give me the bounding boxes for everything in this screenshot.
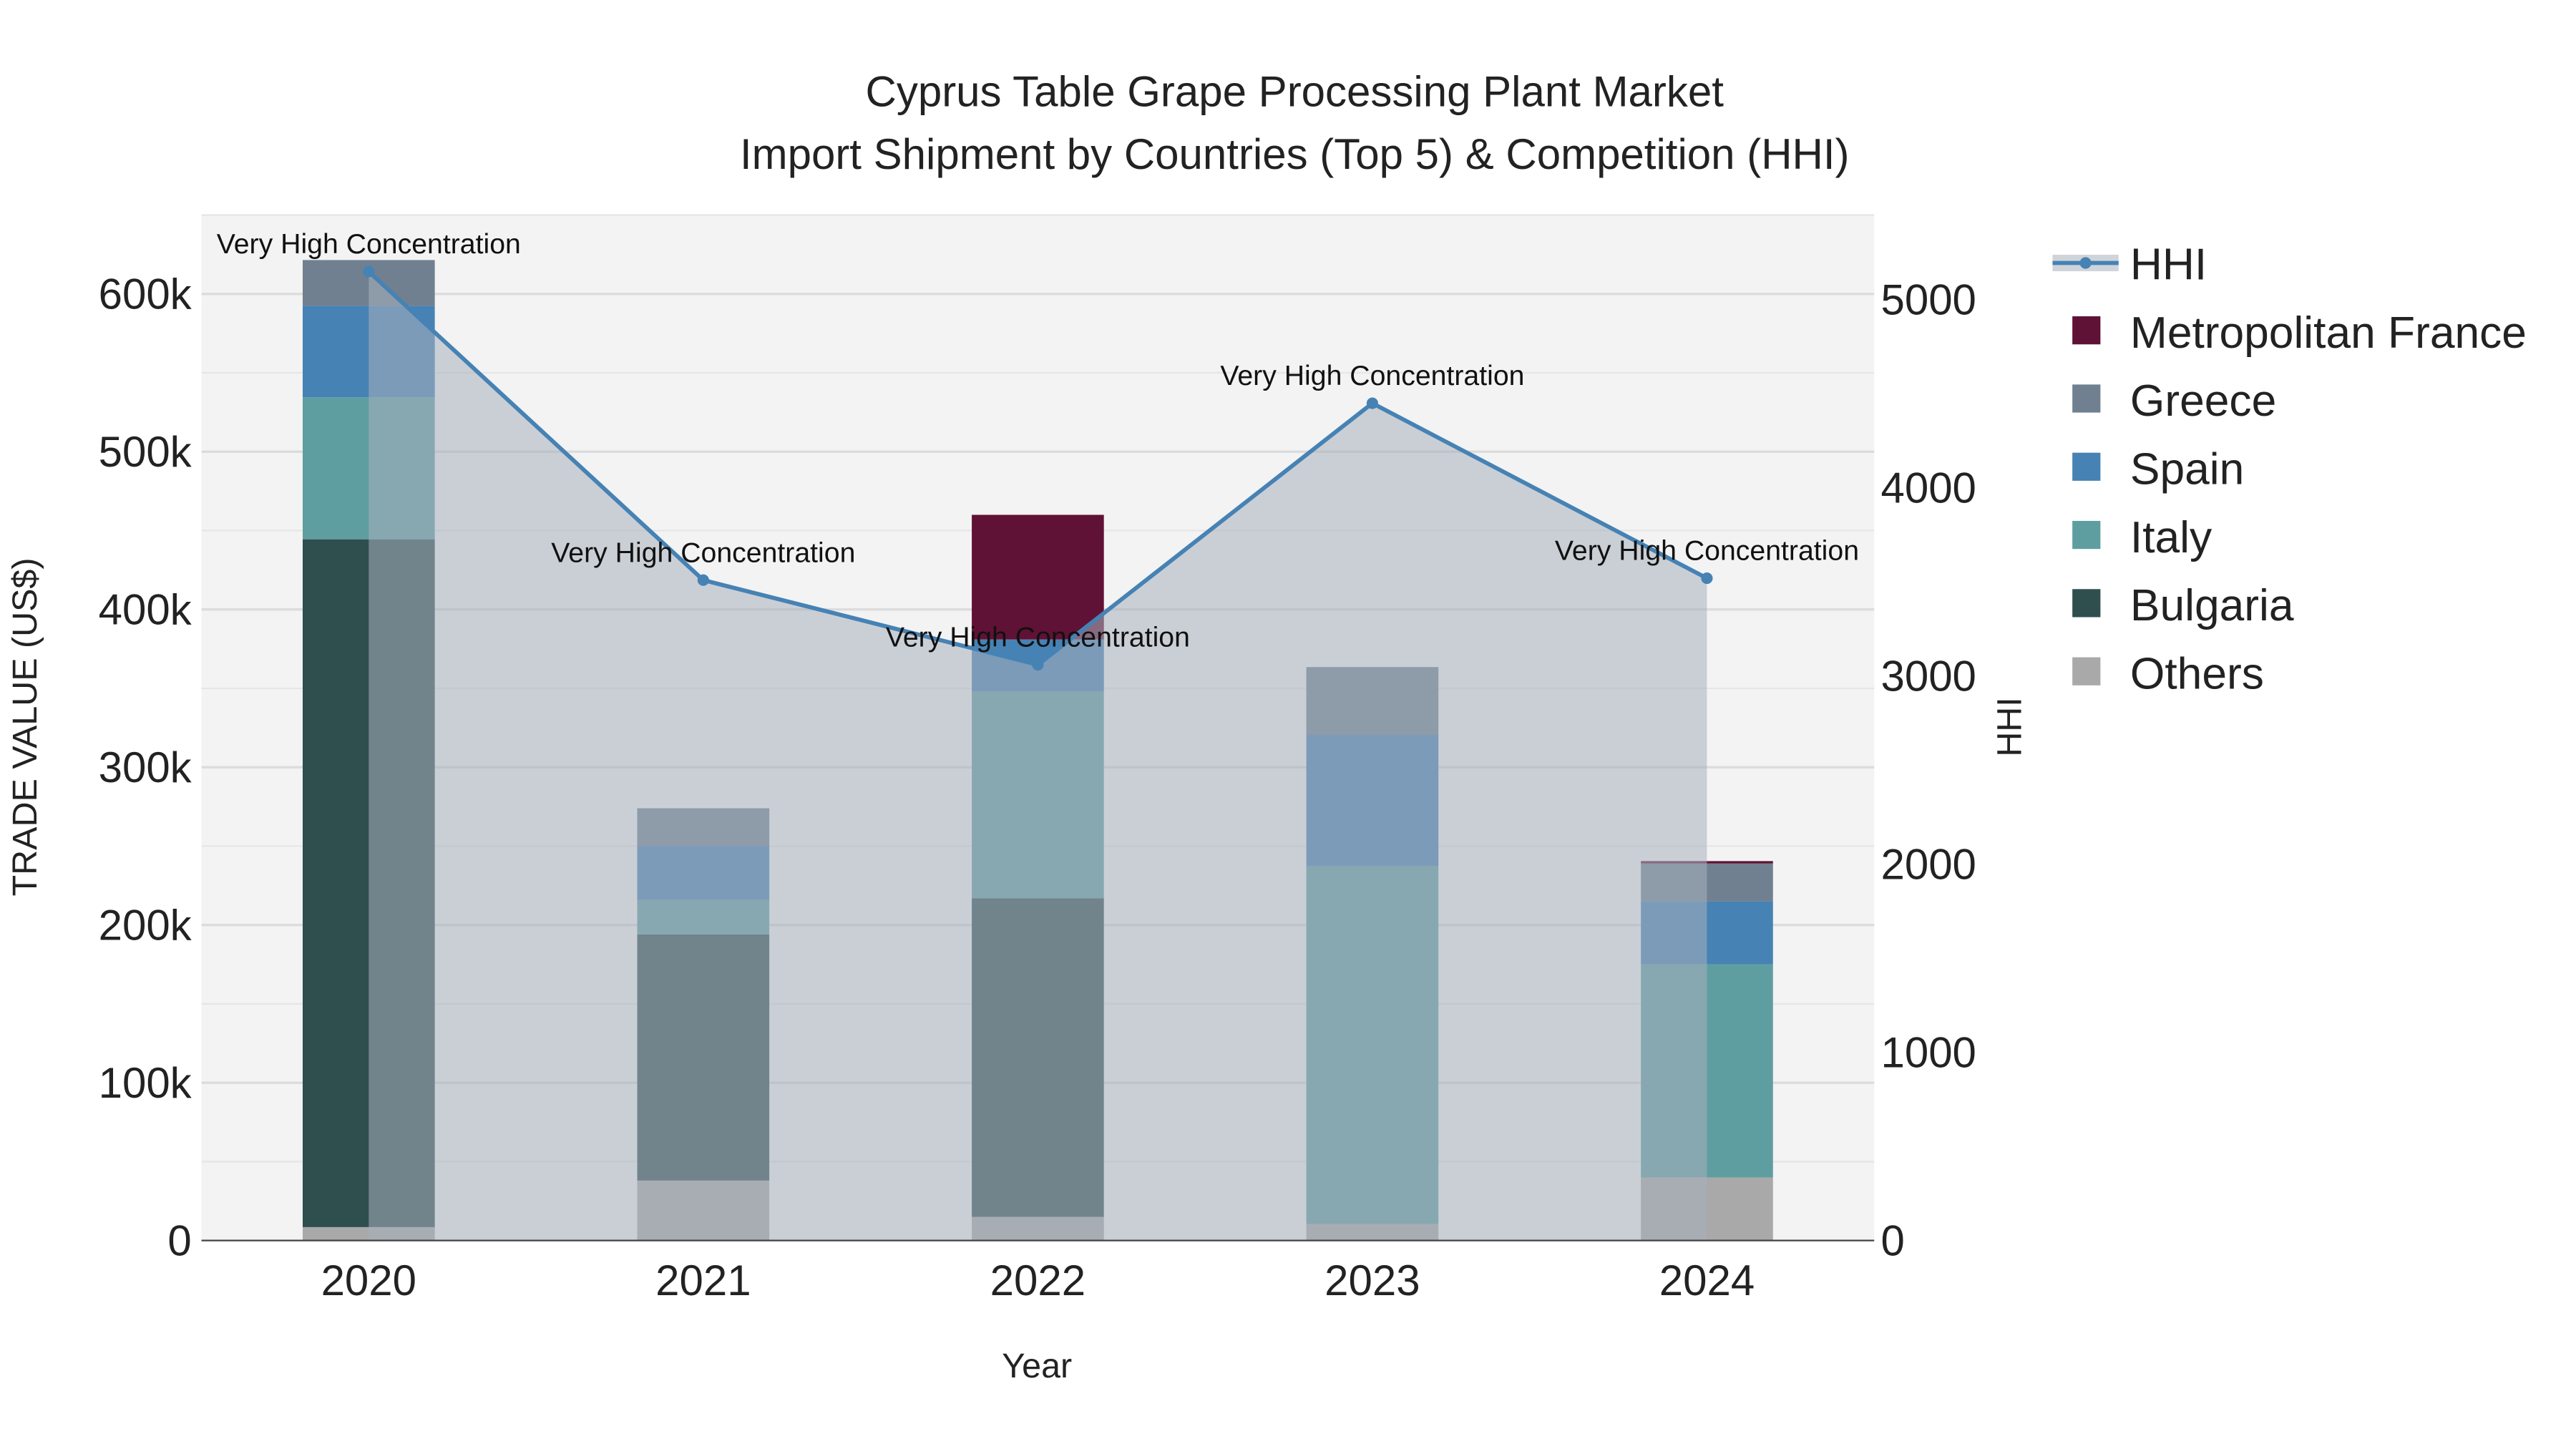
y-tick-label: 600k xyxy=(99,270,192,318)
hhi-point xyxy=(1701,572,1713,585)
hhi-point xyxy=(1366,397,1378,409)
x-axis-title: Year xyxy=(1002,1347,1072,1385)
legend-label: Bulgaria xyxy=(2130,581,2294,630)
chart-title: Cyprus Table Grape Processing Plant Mark… xyxy=(866,67,1724,115)
y2-axis-title: HHI xyxy=(1991,697,2029,756)
hhi-annotation: Very High Concentration xyxy=(551,537,855,568)
y2-tick-label: 3000 xyxy=(1880,653,1976,701)
y2-tick-label: 4000 xyxy=(1880,464,1976,512)
y2-tick-label: 1000 xyxy=(1880,1028,1976,1076)
legend-label: Spain xyxy=(2130,444,2244,494)
hhi-annotation: Very High Concentration xyxy=(217,228,521,260)
legend-swatch-italy xyxy=(2072,520,2101,550)
y-tick-label: 200k xyxy=(99,901,192,949)
y-tick-label: 300k xyxy=(99,743,192,791)
y-tick-label: 400k xyxy=(99,586,192,634)
legend-label: HHI xyxy=(2130,240,2207,290)
hhi-point xyxy=(363,265,375,278)
legend-swatch-bulgaria xyxy=(2072,589,2101,618)
legend-label: Others xyxy=(2130,649,2264,698)
x-tick-label: 2021 xyxy=(655,1257,751,1304)
hhi-point xyxy=(697,574,709,586)
hhi-area xyxy=(369,271,1707,1241)
legend-label: Greece xyxy=(2130,376,2276,426)
hhi-annotation: Very High Concentration xyxy=(1220,360,1524,391)
y-tick-label: 100k xyxy=(99,1059,192,1107)
chart-subtitle: Import Shipment by Countries (Top 5) & C… xyxy=(740,130,1850,178)
x-tick-label: 2020 xyxy=(321,1257,416,1304)
y2-tick-label: 0 xyxy=(1880,1216,1904,1264)
legend-swatch-others xyxy=(2072,657,2101,686)
x-tick-label: 2023 xyxy=(1324,1257,1420,1304)
x-tick-label: 2024 xyxy=(1659,1257,1755,1304)
hhi-point xyxy=(1032,658,1044,671)
legend-swatch-spain xyxy=(2072,452,2101,481)
y-tick-label: 500k xyxy=(99,428,192,476)
y2-tick-label: 2000 xyxy=(1880,841,1976,889)
bar-metropolitan-france xyxy=(972,514,1104,640)
legend-swatch-metropolitan-france xyxy=(2072,316,2101,345)
x-tick-label: 2022 xyxy=(990,1257,1085,1304)
y-tick-label: 0 xyxy=(167,1216,191,1264)
hhi-annotation: Very High Concentration xyxy=(886,622,1190,653)
legend-label: Metropolitan France xyxy=(2130,308,2527,358)
legend-swatch-greece xyxy=(2072,384,2101,413)
legend-hhi-marker xyxy=(2079,257,2092,269)
y2-tick-label: 5000 xyxy=(1880,276,1976,324)
y-axis-title: TRADE VALUE (US$) xyxy=(6,557,44,896)
legend-label: Italy xyxy=(2130,513,2212,562)
hhi-annotation: Very High Concentration xyxy=(1555,535,1859,567)
